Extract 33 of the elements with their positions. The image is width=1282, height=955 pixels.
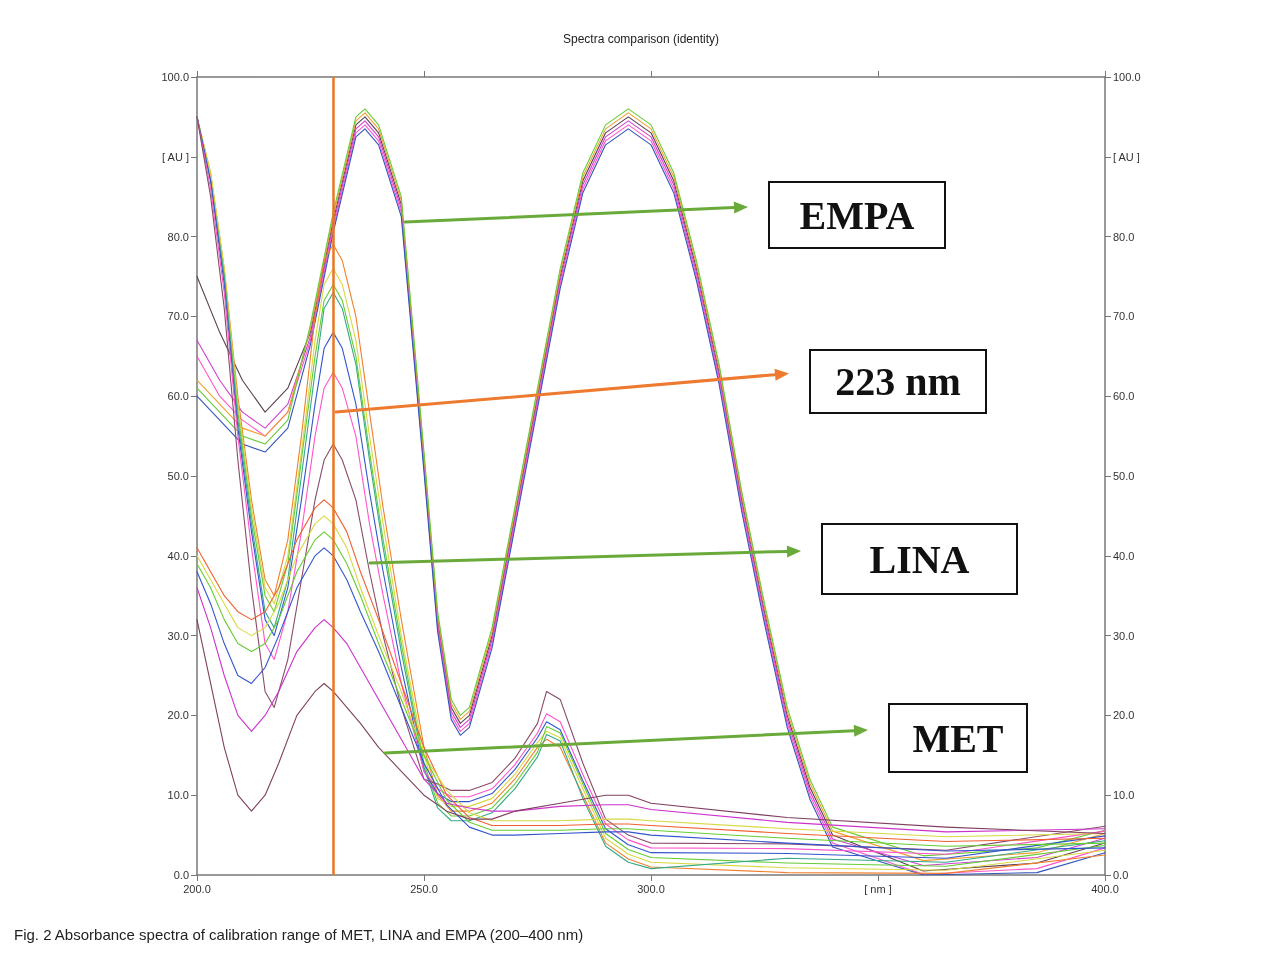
y-tick-label: 80.0 — [167, 230, 189, 243]
y2-tick-label: 10.0 — [1113, 789, 1135, 802]
annotation: LINA — [821, 523, 1018, 595]
x-tick-label: 200.0 — [183, 882, 211, 895]
y-tick-label: 60.0 — [167, 390, 189, 403]
y2-tick-label: 70.0 — [1113, 310, 1135, 323]
y2-tick-label: 20.0 — [1113, 709, 1135, 722]
y2-tick-label: 60.0 — [1113, 390, 1135, 403]
y-tick-label: 20.0 — [167, 709, 189, 722]
y2-tick-label: 80.0 — [1113, 230, 1135, 243]
annotation: MET — [888, 703, 1028, 773]
y2-tick-label: 30.0 — [1113, 629, 1135, 642]
y-tick-label: 100.0 — [161, 71, 189, 83]
y-tick-label: 10.0 — [167, 789, 189, 802]
chart-title: Spectra comparison (identity) — [562, 32, 720, 46]
x-tick-label: 400.0 — [1091, 882, 1119, 895]
y-tick-label: 0.0 — [173, 869, 189, 881]
y2-tick-label: [ AU ] — [1113, 150, 1140, 163]
annotation: 223 nm — [809, 349, 987, 414]
x-tick-label: [ nm ] — [864, 882, 892, 895]
y-tick-label: 30.0 — [167, 629, 189, 642]
y-tick-label: 40.0 — [167, 549, 189, 562]
x-tick-label: 250.0 — [410, 882, 438, 895]
y2-tick-label: 50.0 — [1113, 470, 1135, 482]
y2-tick-label: 0.0 — [1113, 869, 1129, 881]
y2-tick-label: 40.0 — [1113, 549, 1135, 562]
x-tick-label: 300.0 — [637, 882, 665, 895]
y-tick-label: 70.0 — [167, 310, 189, 323]
y-tick-label: [ AU ] — [162, 150, 189, 163]
caption: Fig. 2 Absorbance spectra of calibration range of MET, LINA and EMPA (200–400 nm) — [14, 926, 584, 943]
annotation: EMPA — [768, 181, 946, 249]
y2-tick-label: 100.0 — [1113, 71, 1141, 83]
y-tick-label: 50.0 — [167, 470, 189, 482]
